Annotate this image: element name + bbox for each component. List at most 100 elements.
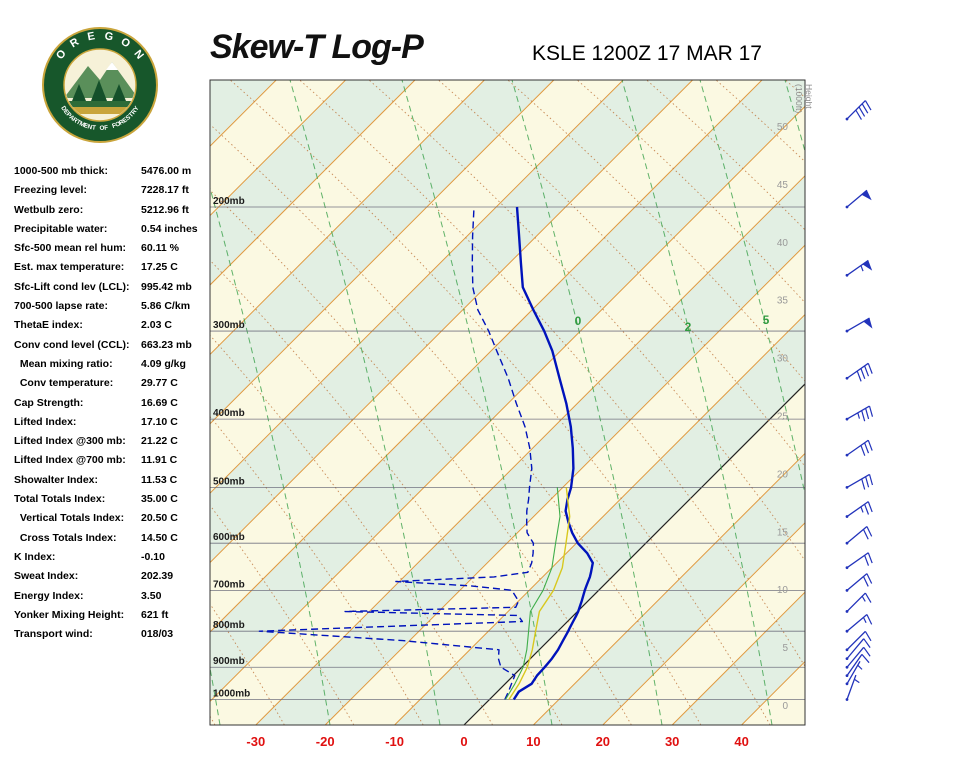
pressure-label: 700mb <box>213 579 245 590</box>
isotherm-band <box>811 80 960 725</box>
index-value: 202.39 <box>141 570 174 583</box>
pressure-label: 300mb <box>213 320 245 331</box>
isotherm-band <box>210 106 805 725</box>
temp-axis-tick: 20 <box>596 734 610 749</box>
moist-adiabat <box>699 80 805 497</box>
dry-adiabat <box>210 504 355 725</box>
logo-emblem <box>65 62 135 114</box>
page-title: Skew-T Log-P <box>210 28 424 66</box>
index-value: 018/03 <box>141 628 174 641</box>
index-value: 4.09 g/kg <box>141 357 186 370</box>
index-value: 16.69 C <box>141 396 178 409</box>
index-value: 29.77 C <box>141 377 178 390</box>
wind-barb <box>845 674 860 701</box>
wind-barb-column <box>845 100 874 701</box>
pressure-label: 1000mb <box>213 688 250 699</box>
temp-axis-tick: 40 <box>734 734 748 749</box>
logo-ring-letter: O <box>99 125 104 132</box>
pressure-label: 900mb <box>213 656 245 667</box>
pressure-label: 400mb <box>213 408 245 419</box>
isotherm-line <box>210 80 555 425</box>
dry-adiabat <box>210 603 285 725</box>
isotherm-line <box>210 80 346 217</box>
moist-adiabat-label: 0 <box>575 314 582 328</box>
height-axis-tick: 50 <box>777 122 789 133</box>
index-value: 35.00 C <box>141 493 178 506</box>
index-label: Mean mixing ratio: <box>14 357 113 370</box>
logo-ring-letter: N <box>87 123 94 131</box>
logo-ring-letter: R <box>118 118 126 127</box>
index-label: Sfc-Lift cond lev (LCL): <box>14 280 130 293</box>
logo-ring-letter: T <box>128 111 136 119</box>
temp-axis-tick: -20 <box>316 734 335 749</box>
height-axis-tick: 25 <box>777 412 789 423</box>
moist-adiabat <box>401 80 553 725</box>
index-label: Precipitable water: <box>14 222 108 235</box>
wind-barb <box>845 317 873 333</box>
wind-barb <box>845 630 872 652</box>
isotherm-line <box>210 80 693 564</box>
zero-isotherm <box>463 383 805 725</box>
height-axis-tick: 45 <box>777 180 789 191</box>
index-row: 1000-500 mb thick: 5476.00 m <box>14 163 224 182</box>
logo-banner <box>65 107 135 114</box>
index-label: Wetbulb zero: <box>14 203 84 216</box>
series-temperature <box>512 206 594 701</box>
wind-barb <box>845 100 872 121</box>
index-value: 2.03 C <box>141 319 172 332</box>
index-label: ThetaE index: <box>14 319 83 332</box>
index-value: 20.50 C <box>141 512 178 525</box>
pressure-label: 800mb <box>213 620 245 631</box>
temp-axis-tick: 30 <box>665 734 679 749</box>
indices-panel: 1000-500 mb thick: 5476.00 m Freezing leve… <box>14 163 224 645</box>
index-row: Energy Index: 3.50 <box>14 588 224 607</box>
index-value: -0.10 <box>141 550 165 563</box>
moist-adiabat <box>210 665 221 725</box>
wind-barb <box>845 613 873 633</box>
moist-adiabat <box>289 80 441 725</box>
logo-ring-letter: E <box>86 30 95 43</box>
temp-axis-tick: 0 <box>460 734 467 749</box>
wind-barb <box>845 660 863 686</box>
index-row: Sfc-500 mean rel hum: 60.11 % <box>14 240 224 259</box>
index-value: 11.53 C <box>141 473 178 486</box>
wind-barb <box>845 189 872 209</box>
tree-icon <box>112 84 126 101</box>
logo-ring-letter: T <box>91 124 96 131</box>
index-row: Yonker Mixing Height: 621 ft <box>14 607 224 626</box>
logo-ring-letter: Y <box>132 104 141 112</box>
index-value: 11.91 C <box>141 454 178 467</box>
logo-ring-letter: O <box>114 120 121 128</box>
dry-adiabat <box>210 415 424 725</box>
dry-adiabat <box>299 80 805 668</box>
index-row: Vertical Totals Index: 20.50 C <box>14 510 224 529</box>
index-row: ThetaE index: 2.03 C <box>14 317 224 336</box>
wind-barb <box>845 525 873 545</box>
index-value: 663.23 mb <box>141 338 192 351</box>
dry-adiabat <box>210 189 632 725</box>
index-label: Est. max temperature: <box>14 261 125 274</box>
index-label: Sfc-500 mean rel hum: <box>14 242 127 255</box>
moist-adiabat-label: 5 <box>763 313 770 327</box>
index-label: Lifted Index @700 mb: <box>14 454 126 467</box>
logo-ring-letter: R <box>130 108 139 116</box>
wind-barb <box>845 501 873 518</box>
index-label: Conv cond level (CCL): <box>14 338 130 351</box>
index-row: Lifted Index @300 mb: 21.22 C <box>14 433 224 452</box>
pressure-label: 500mb <box>213 476 245 487</box>
logo-ring-letter: E <box>83 122 89 130</box>
index-row: Conv cond level (CCL): 663.23 mb <box>14 337 224 356</box>
index-row: Showalter Index: 11.53 C <box>14 472 224 491</box>
index-value: 7228.17 ft <box>141 184 189 197</box>
index-value: 5212.96 ft <box>141 203 189 216</box>
height-axis-title: (1000ft) <box>794 84 804 113</box>
index-label: Freezing level: <box>14 184 87 197</box>
logo-ring-letter: D <box>59 105 68 113</box>
wind-barb <box>845 439 873 457</box>
index-value: 5.86 C/km <box>141 300 191 313</box>
index-label: Lifted Index: <box>14 415 77 428</box>
logo-ring-letter: G <box>104 30 115 43</box>
index-label: Cross Totals Index: <box>14 531 117 544</box>
index-row: Lifted Index: 17.10 C <box>14 414 224 433</box>
index-row: Sweat Index: 202.39 <box>14 568 224 587</box>
